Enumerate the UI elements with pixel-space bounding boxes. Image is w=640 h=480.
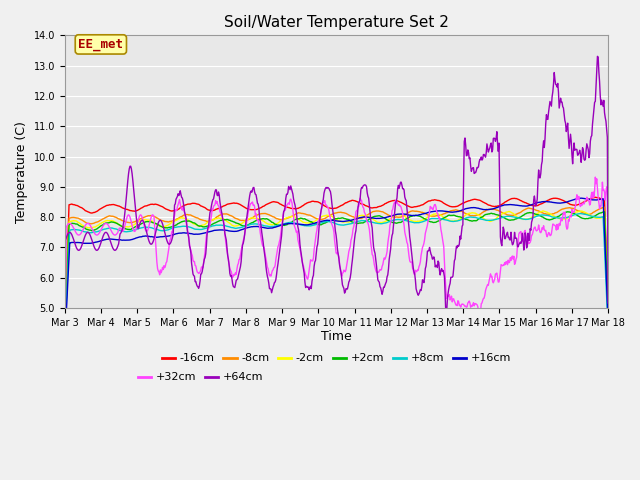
+8cm [392,217,400,223]
+32cm [423,225,431,231]
+16cm [225,228,232,234]
+8cm [423,217,431,223]
Line: -2cm: -2cm [65,211,608,341]
+16cm [61,341,68,347]
-16cm [604,306,612,312]
-2cm [252,216,259,221]
+2cm [601,209,609,215]
+64cm [272,276,280,282]
-2cm [61,338,68,344]
-8cm [392,214,400,220]
Line: -8cm: -8cm [65,207,608,339]
Text: EE_met: EE_met [78,38,124,51]
+16cm [392,212,400,217]
+32cm [252,212,259,217]
Line: +32cm: +32cm [65,177,608,344]
+2cm [125,227,132,232]
+32cm [61,341,68,347]
+32cm [225,258,232,264]
+8cm [61,335,68,340]
-16cm [392,198,400,204]
+16cm [577,195,585,201]
+64cm [225,256,232,262]
-16cm [225,201,232,207]
+8cm [577,211,584,216]
+16cm [252,224,259,229]
-2cm [539,208,547,214]
-8cm [125,220,132,226]
Line: +8cm: +8cm [65,214,608,337]
+8cm [225,224,232,229]
+2cm [61,339,68,345]
+2cm [225,217,232,223]
-2cm [125,224,132,230]
+64cm [392,198,400,204]
+32cm [591,174,599,180]
-2cm [392,212,400,218]
-8cm [601,204,609,210]
-8cm [272,216,280,221]
-2cm [423,215,431,221]
+32cm [125,212,132,218]
-8cm [225,212,232,217]
Line: +2cm: +2cm [65,212,608,342]
Line: +16cm: +16cm [65,198,608,344]
+16cm [125,237,132,243]
-8cm [252,213,259,219]
-8cm [61,336,68,342]
+64cm [61,348,68,353]
+8cm [272,223,280,229]
+2cm [423,217,431,223]
+2cm [252,218,259,224]
+2cm [272,222,280,228]
+32cm [604,253,612,259]
-16cm [272,199,280,205]
-2cm [604,314,612,320]
+64cm [252,192,259,197]
+16cm [604,317,612,323]
+2cm [392,220,400,226]
-16cm [591,194,599,200]
-2cm [225,220,232,226]
-2cm [272,221,280,227]
+8cm [252,221,259,227]
+8cm [604,327,612,333]
+8cm [125,228,132,234]
-16cm [252,207,259,213]
+64cm [423,257,431,263]
+32cm [272,256,280,262]
Line: -16cm: -16cm [65,197,608,333]
Title: Soil/Water Temperature Set 2: Soil/Water Temperature Set 2 [224,15,449,30]
+64cm [593,53,601,59]
X-axis label: Time: Time [321,330,352,344]
+64cm [604,300,612,306]
Y-axis label: Temperature (C): Temperature (C) [15,120,28,223]
+2cm [604,312,612,318]
+32cm [392,200,400,206]
-16cm [423,199,431,205]
-8cm [423,212,431,217]
+16cm [423,210,431,216]
Legend: +32cm, +64cm: +32cm, +64cm [133,368,268,387]
+64cm [125,171,132,177]
-16cm [125,207,132,213]
-16cm [61,330,68,336]
+16cm [272,224,280,230]
-8cm [604,309,612,315]
Line: +64cm: +64cm [65,56,608,350]
